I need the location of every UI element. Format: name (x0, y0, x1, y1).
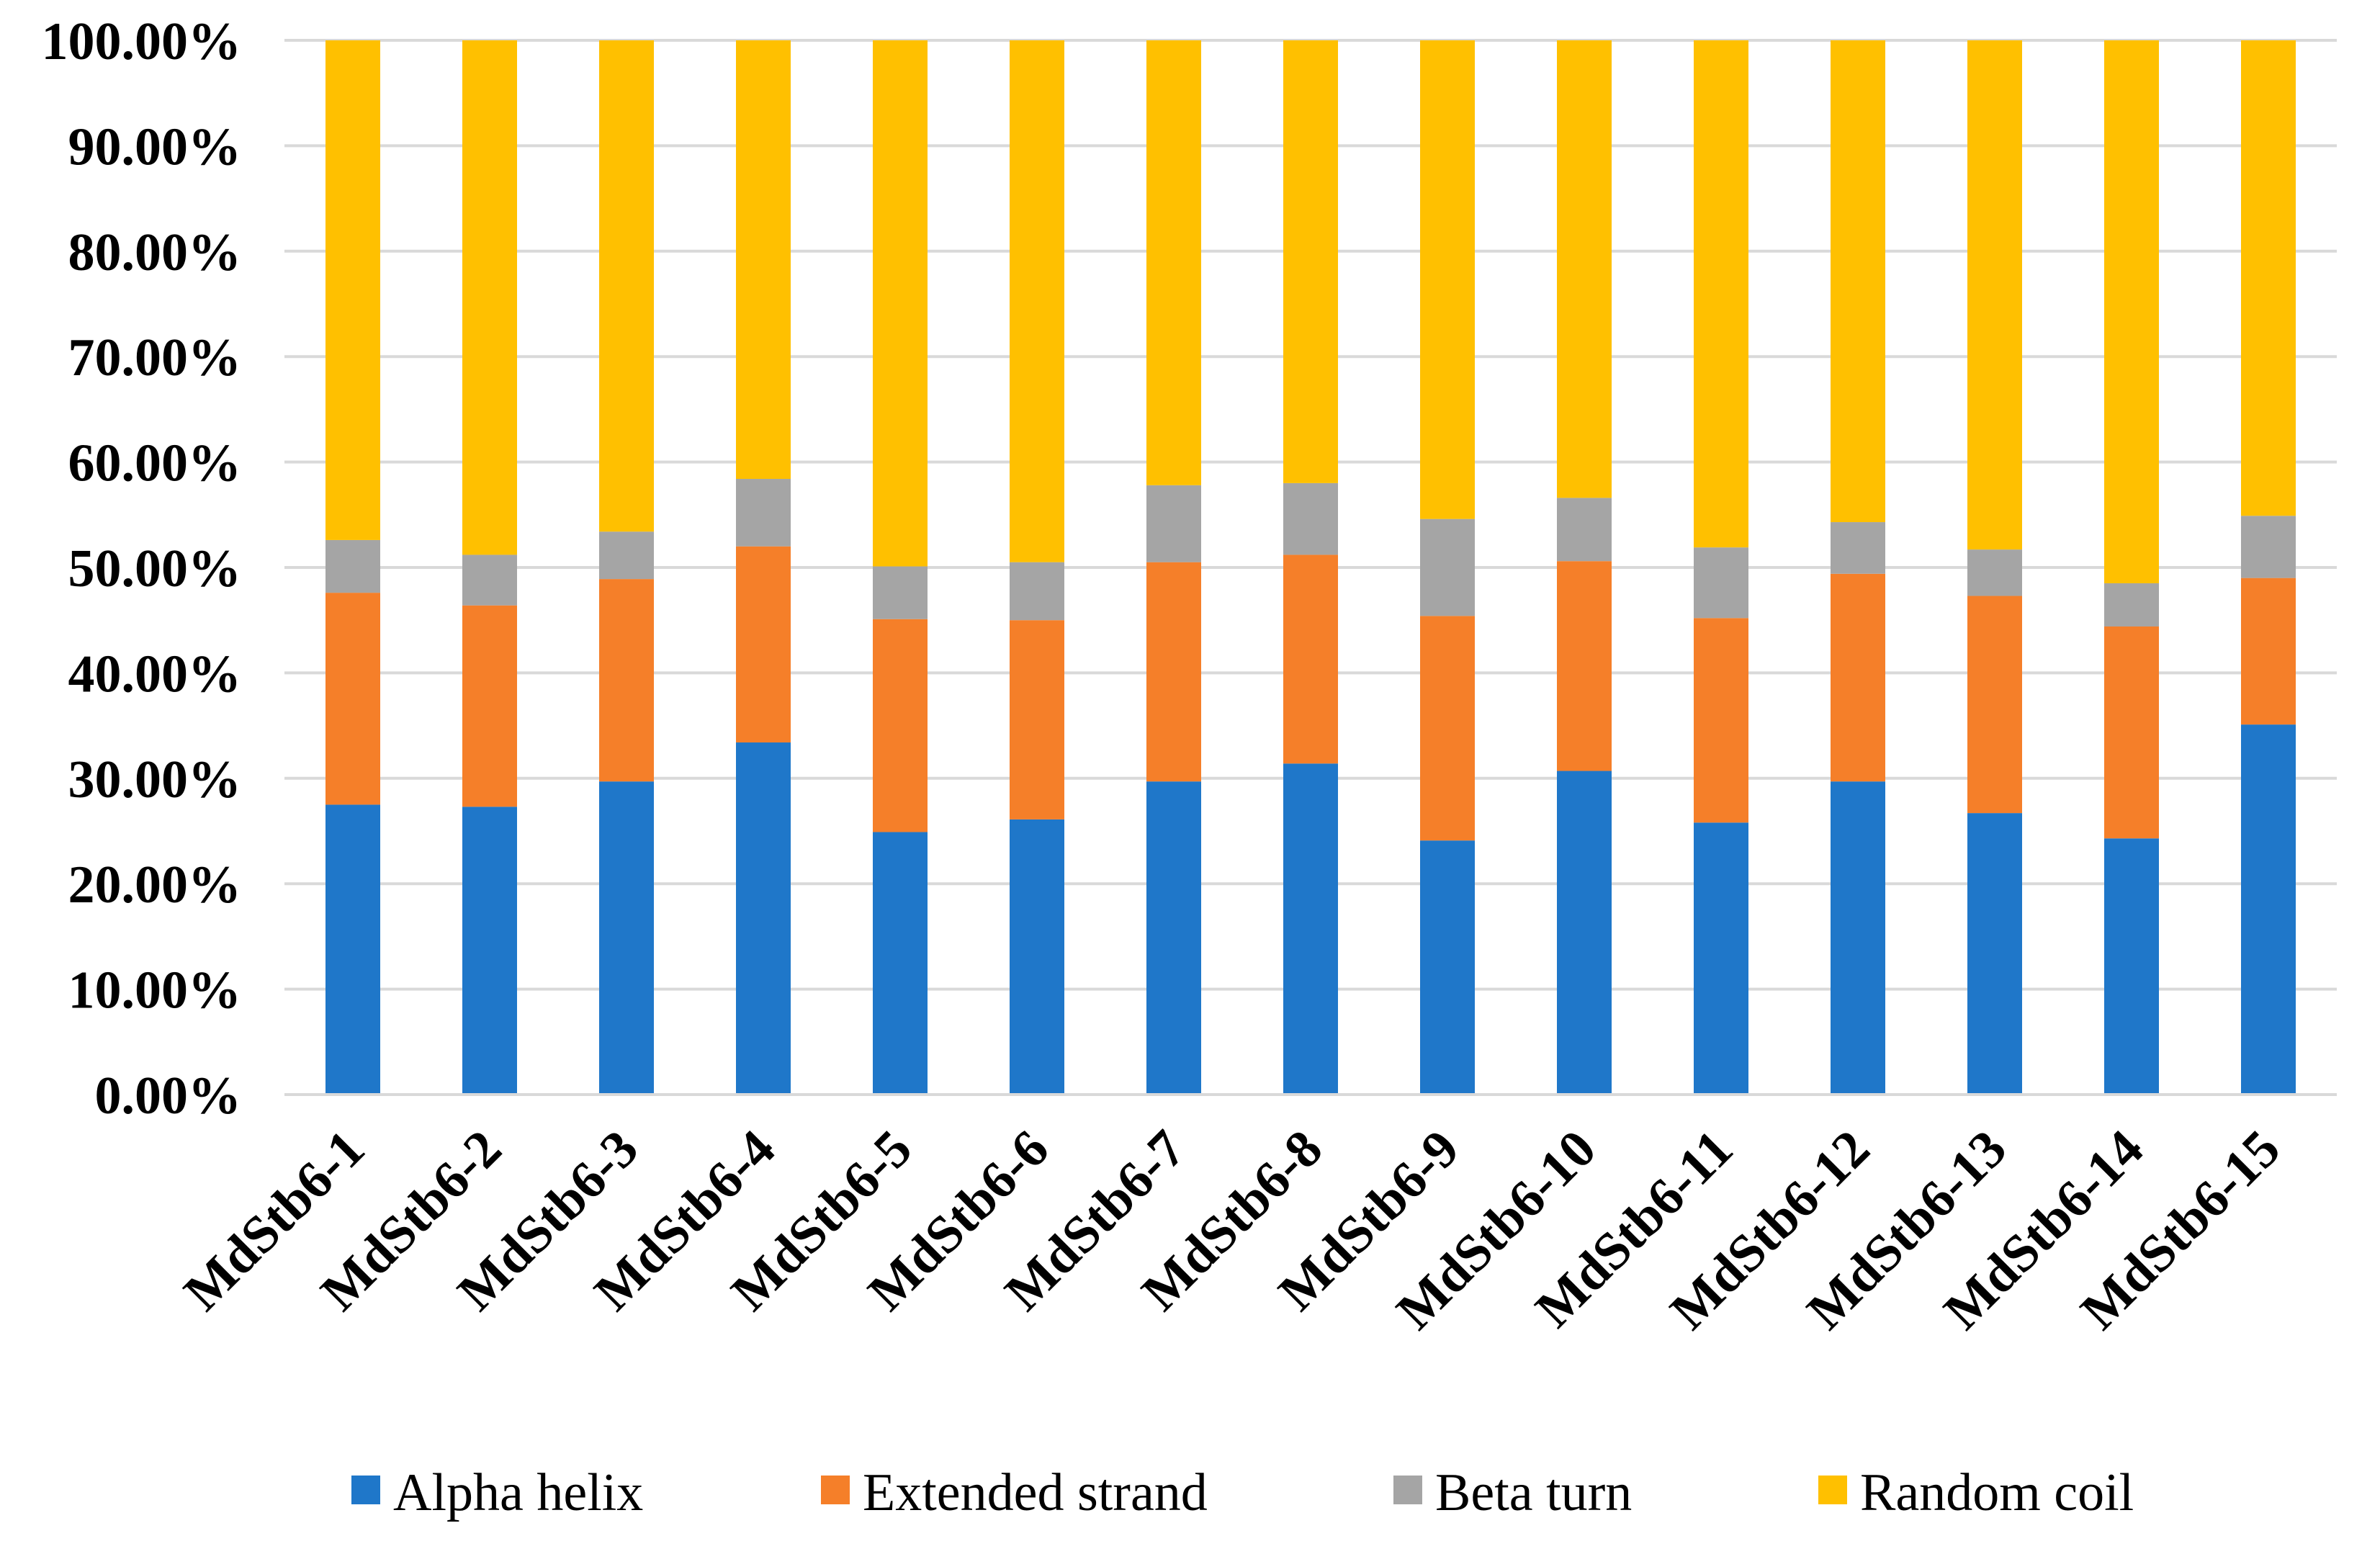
y-tick-label: 10.00% (68, 961, 242, 1020)
bar-segment (1967, 40, 2022, 550)
bar-segment (1420, 616, 1475, 841)
bar-segment (1283, 763, 1338, 1095)
bar-segment (1557, 561, 1612, 771)
y-tick-label: 30.00% (68, 750, 242, 809)
bar-segment (1967, 549, 2022, 596)
y-tick-label: 80.00% (68, 223, 242, 282)
bar-segment (2104, 626, 2159, 839)
bar-segment (1283, 40, 1338, 483)
bar-segment (462, 40, 517, 555)
legend-label: Random coil (1860, 1463, 2134, 1522)
bar-segment (1557, 771, 1612, 1095)
bar-segment (1010, 620, 1064, 819)
y-tick-label: 70.00% (68, 328, 242, 387)
legend-swatch (351, 1476, 380, 1504)
bar-segment (736, 479, 791, 547)
bar-segment (1831, 40, 1885, 523)
bar-segment (1010, 819, 1064, 1095)
bar-segment (736, 546, 791, 743)
bar-segment (599, 40, 654, 532)
bar-segment (1146, 40, 1201, 485)
bar-segment (873, 40, 928, 567)
legend-swatch (821, 1476, 850, 1504)
bar-segment (1146, 485, 1201, 562)
legend-label: Alpha helix (393, 1463, 643, 1522)
bar-segment (2104, 40, 2159, 583)
bar-segment (1831, 781, 1885, 1095)
bar-segment (1967, 596, 2022, 814)
bar-segment (2241, 578, 2296, 725)
x-axis: MdStb6-1MdStb6-2MdStb6-3MdStb6-4MdStb6-5… (173, 1093, 2337, 1341)
bar-segment (1283, 482, 1338, 555)
bar-segment (1967, 813, 2022, 1095)
bar-segment (325, 40, 380, 540)
bar-segment (325, 593, 380, 805)
bar-segment (1420, 40, 1475, 519)
bar-segment (462, 807, 517, 1095)
legend-label: Beta turn (1435, 1463, 1632, 1522)
y-tick-label: 100.00% (42, 12, 242, 71)
y-axis: 0.00% 10.00% 20.00% 30.00% 40.00% 50.00% 60.00… (42, 12, 242, 1126)
legend-label: Extended strand (863, 1463, 1208, 1522)
bar-segment (2104, 838, 2159, 1095)
bar-segment (325, 539, 380, 593)
bar-segment (462, 554, 517, 606)
bar-segment (873, 566, 928, 619)
legend-swatch (1393, 1476, 1422, 1504)
bar-segment (736, 40, 791, 480)
bars (325, 40, 2296, 1095)
bar-segment (1694, 547, 1748, 619)
bar-segment (1146, 781, 1201, 1095)
y-tick-label: 0.00% (95, 1066, 242, 1126)
legend: Alpha helix Extended strand Beta turn Rando… (351, 1463, 2134, 1522)
bar-segment (1557, 498, 1612, 562)
bar-segment (1146, 562, 1201, 782)
bar-segment (462, 605, 517, 807)
bar-segment (1420, 840, 1475, 1095)
bar-segment (1557, 40, 1612, 498)
y-tick-label: 50.00% (68, 539, 242, 598)
legend-swatch (1818, 1476, 1847, 1504)
bar-segment (599, 531, 654, 580)
bar-segment (1010, 562, 1064, 621)
bar-segment (599, 781, 654, 1095)
y-tick-label: 60.00% (68, 434, 242, 493)
bar-segment (599, 579, 654, 782)
bar-segment (325, 804, 380, 1095)
bar-segment (736, 742, 791, 1095)
bar-segment (2241, 516, 2296, 578)
bar-segment (873, 832, 928, 1095)
y-tick-label: 20.00% (68, 855, 242, 915)
bar-segment (2241, 724, 2296, 1095)
bar-segment (1010, 40, 1064, 562)
bar-segment (1694, 40, 1748, 548)
bar-segment (1831, 573, 1885, 782)
y-tick-label: 90.00% (68, 117, 242, 176)
y-tick-label: 40.00% (68, 644, 242, 704)
bar-segment (873, 619, 928, 832)
bar-segment (1420, 518, 1475, 616)
bar-segment (1694, 822, 1748, 1095)
bar-segment (1694, 618, 1748, 823)
bar-segment (2241, 40, 2296, 516)
bar-segment (1283, 554, 1338, 764)
bar-segment (1831, 522, 1885, 574)
bar-segment (2104, 583, 2159, 626)
